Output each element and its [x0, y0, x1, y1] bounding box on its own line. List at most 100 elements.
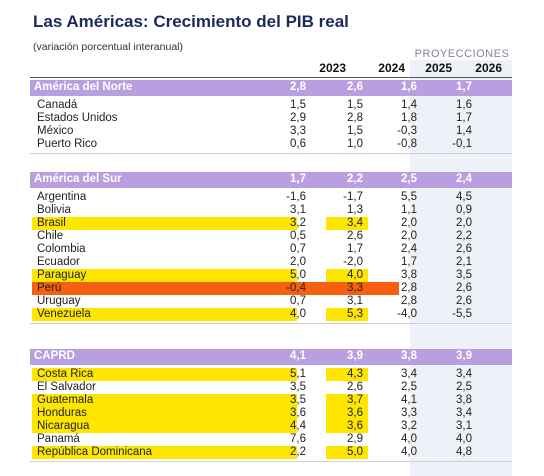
table-row: México 3,3 1,5 -0,3 1,4: [0, 125, 544, 138]
value-cell: 2,0: [290, 256, 306, 268]
value-cell: 2,5: [456, 381, 472, 393]
table-row: Costa Rica 5,1 4,3 3,4 3,4: [0, 368, 544, 381]
value-cell: 4,3: [347, 368, 363, 380]
section-separator: [30, 461, 512, 462]
value-cell: 2,0: [401, 230, 417, 242]
value-cell: 4,0: [347, 269, 363, 281]
country-name: Costa Rica: [37, 368, 94, 380]
value-cell: 1,5: [347, 125, 363, 137]
value-cell: 7,6: [290, 433, 306, 445]
country-name: El Salvador: [37, 381, 96, 393]
country-name: Perú: [37, 282, 62, 294]
value-cell: 2,8: [401, 295, 417, 307]
value-cell: 4,5: [456, 191, 472, 203]
value-cell: 2,0: [401, 217, 417, 229]
section-header: América del Norte 2,8 2,6 1,6 1,7: [30, 80, 512, 96]
table-row: Chile 0,5 2,6 2,0 2,2: [0, 230, 544, 243]
value-cell: 2,6: [347, 230, 363, 242]
section-value: 1,6: [401, 81, 417, 93]
value-cell: 3,4: [347, 217, 363, 229]
value-cell: 3,5: [290, 381, 306, 393]
value-cell: 1,3: [347, 204, 363, 216]
cell-highlight: [326, 368, 368, 381]
value-cell: 2,6: [456, 295, 472, 307]
value-cell: 3,2: [401, 420, 417, 432]
section-header: CAPRD 4,1 3,9 3,8 3,9: [30, 349, 512, 365]
value-cell: 4,8: [456, 446, 472, 458]
table-row: Honduras 3,6 3,6 3,3 3,4: [0, 407, 544, 420]
table-row: República Dominicana 2,2 5,0 4,0 4,8: [0, 446, 544, 459]
country-name: Bolivia: [37, 204, 71, 216]
value-cell: 3,7: [347, 394, 363, 406]
country-name: Chile: [37, 230, 64, 242]
page-title: Las Américas: Crecimiento del PIB real: [33, 12, 349, 31]
table-row: El Salvador 3,5 2,6 2,5 2,5: [0, 381, 544, 394]
section-name: América del Sur: [34, 173, 122, 185]
value-cell: 1,7: [347, 243, 363, 255]
value-cell: 0,5: [290, 230, 306, 242]
value-cell: 5,1: [290, 368, 306, 380]
value-cell: 4,0: [401, 433, 417, 445]
value-cell: 1,1: [401, 204, 417, 216]
value-cell: 1,7: [401, 256, 417, 268]
value-cell: -2,0: [343, 256, 363, 268]
value-cell: 1,5: [290, 99, 306, 111]
value-cell: 3,5: [290, 394, 306, 406]
value-cell: 3,2: [290, 217, 306, 229]
cell-highlight: [326, 269, 368, 282]
country-name: Colombia: [37, 243, 86, 255]
section-value: 2,2: [347, 173, 363, 185]
projections-background: [410, 60, 512, 476]
country-name: Panamá: [37, 433, 80, 445]
section-value: 3,9: [347, 350, 363, 362]
section-value: 2,5: [401, 173, 417, 185]
value-cell: -0,1: [452, 138, 472, 150]
row-highlight: [32, 394, 297, 407]
row-highlight: [32, 308, 297, 321]
cell-highlight: [326, 420, 368, 433]
value-cell: 3,5: [456, 269, 472, 281]
row-highlight: [32, 269, 297, 282]
value-cell: 2,6: [456, 282, 472, 294]
table-row: Argentina -1,6 -1,7 5,5 4,5: [0, 191, 544, 204]
country-name: Canadá: [37, 99, 78, 111]
value-cell: 5,0: [290, 269, 306, 281]
country-name: Uruguay: [37, 295, 81, 307]
value-cell: -1,7: [343, 191, 363, 203]
value-cell: 5,5: [401, 191, 417, 203]
value-cell: 2,2: [290, 446, 306, 458]
value-cell: 2,6: [456, 243, 472, 255]
table-row: Canadá 1,5 1,5 1,4 1,6: [0, 99, 544, 112]
year-header: 2025: [425, 61, 452, 75]
value-cell: 2,9: [290, 112, 306, 124]
value-cell: 3,3: [290, 125, 306, 137]
value-cell: 4,0: [456, 433, 472, 445]
value-cell: 3,6: [347, 420, 363, 432]
country-name: Argentina: [37, 191, 87, 203]
row-highlight: [32, 407, 297, 420]
cell-highlight: [326, 394, 368, 407]
value-cell: 1,8: [401, 112, 417, 124]
section-value: 2,4: [456, 173, 472, 185]
section-separator: [30, 153, 512, 154]
value-cell: 2,8: [401, 282, 417, 294]
section-value: 3,8: [401, 350, 417, 362]
country-name: Estados Unidos: [37, 112, 118, 124]
cell-highlight: [326, 217, 368, 230]
country-name: Venezuela: [37, 308, 91, 320]
value-cell: -0,8: [397, 138, 417, 150]
value-cell: -0,4: [286, 282, 306, 294]
table-row: Brasil 3,2 3,4 2,0 2,0: [0, 217, 544, 230]
country-name: Ecuador: [37, 256, 80, 268]
table-row: Guatemala 3,5 3,7 4,1 3,8: [0, 394, 544, 407]
country-name: México: [37, 125, 74, 137]
value-cell: 2,4: [401, 243, 417, 255]
value-cell: -5,5: [452, 308, 472, 320]
row-highlight: [32, 446, 297, 459]
value-cell: 0,6: [290, 138, 306, 150]
value-cell: 3,4: [456, 368, 472, 380]
section-name: América del Norte: [34, 81, 133, 93]
cell-highlight: [326, 308, 368, 321]
value-cell: 2,1: [456, 256, 472, 268]
value-cell: -0,3: [397, 125, 417, 137]
